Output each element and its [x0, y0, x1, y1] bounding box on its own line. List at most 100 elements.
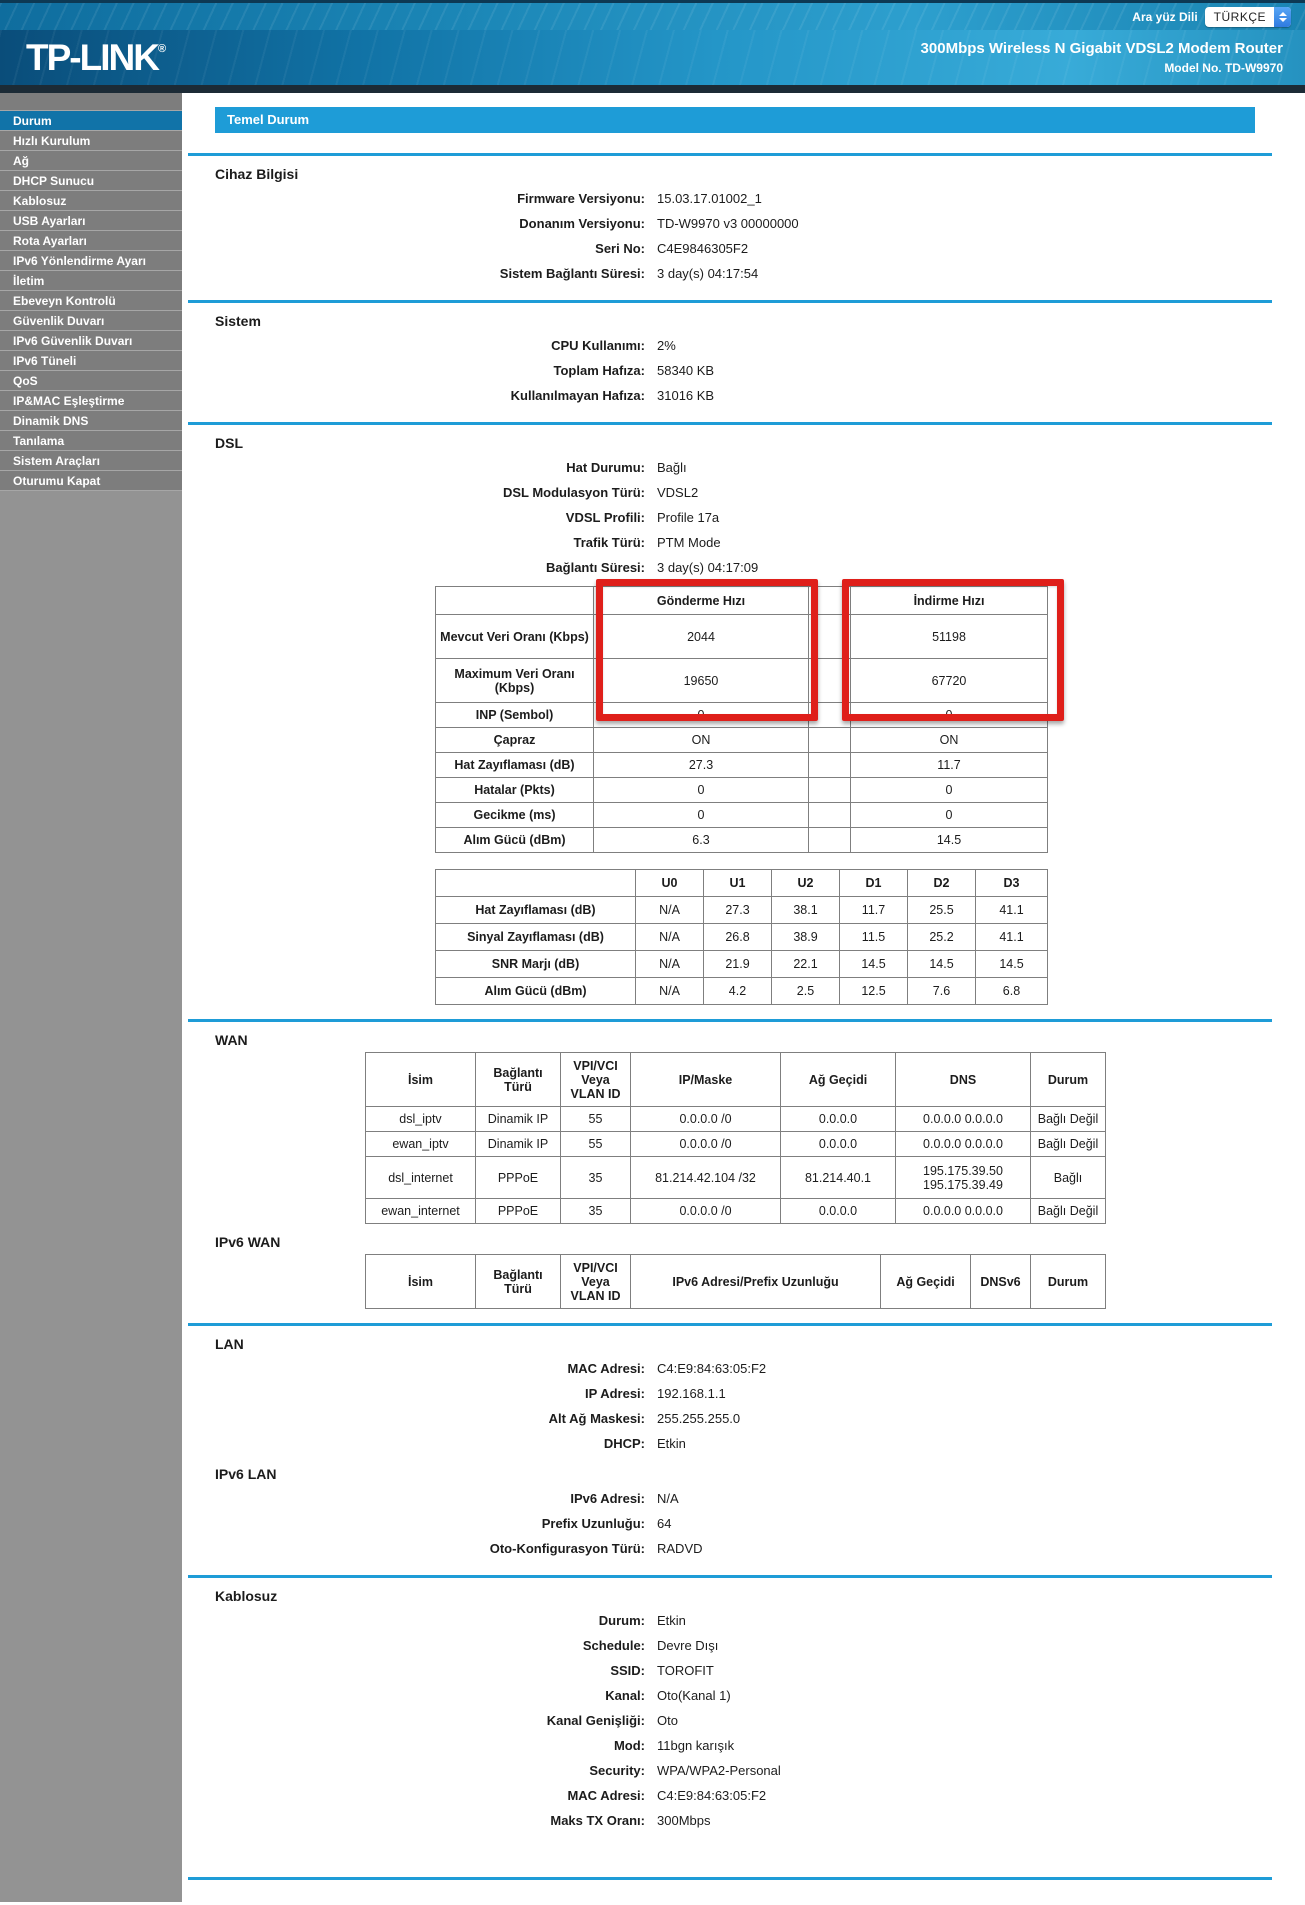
info-row: Donanım Versiyonu: TD-W9970 v3 00000000: [182, 211, 1305, 236]
field-label: Prefix Uzunluğu:: [541, 1516, 645, 1531]
product-title: 300Mbps Wireless N Gigabit VDSL2 Modem R…: [920, 40, 1283, 57]
dsl-heading: DSL: [215, 435, 243, 451]
field-label: Kanal Genişliği:: [546, 1713, 645, 1728]
sidebar-item-guvenlik-duvari[interactable]: Güvenlik Duvarı: [0, 311, 182, 331]
cell: 22.1: [771, 950, 840, 978]
cell: dsl_iptv: [365, 1106, 476, 1132]
field-value: Bağlı: [657, 460, 687, 475]
info-row: VDSL Profili: Profile 17a: [182, 505, 1305, 530]
info-row: Security: WPA/WPA2-Personal: [182, 1758, 1305, 1783]
col-header: D1: [839, 869, 908, 897]
cell: 0.0.0.0: [780, 1131, 896, 1157]
cell: 0: [593, 777, 809, 803]
col-header: D3: [975, 869, 1048, 897]
info-row: Toplam Hafıza: 58340 KB: [182, 358, 1305, 383]
dsl-rate-table-wrap: Gönderme Hızı İndirme Hızı Mevcut Veri Or…: [435, 579, 1064, 853]
sidebar-item-kablosuz[interactable]: Kablosuz: [0, 191, 182, 211]
tplink-logo: TP-LINK®: [26, 39, 166, 76]
sidebar-item-qos[interactable]: QoS: [0, 371, 182, 391]
cell: 14.5: [975, 950, 1048, 978]
sidebar-item-rota-ayarlari[interactable]: Rota Ayarları: [0, 231, 182, 251]
row-label: Hatalar (Pkts): [435, 777, 594, 803]
header-divider: [0, 85, 1305, 93]
top-bar: Ara yüz Dili TÜRKÇE: [0, 0, 1305, 30]
sidebar-item-oturumu-kapat[interactable]: Oturumu Kapat: [0, 471, 182, 491]
sidebar-item-ip-mac-eslestirme[interactable]: IP&MAC Eşleştirme: [0, 391, 182, 411]
upstream-header: Gönderme Hızı: [593, 586, 809, 615]
row-label: Sinyal Zayıflaması (dB): [435, 923, 636, 951]
info-row: SSID: TOROFIT: [182, 1658, 1305, 1683]
status-badge: Bağlı Değil: [1030, 1131, 1106, 1157]
sidebar-item-tanilama[interactable]: Tanılama: [0, 431, 182, 451]
sidebar-item-dinamik-dns[interactable]: Dinamik DNS: [0, 411, 182, 431]
info-row: Kanal Genişliği: Oto: [182, 1708, 1305, 1733]
col-header: VPI/VCI Veya VLAN ID: [560, 1254, 631, 1309]
ipv6-lan-heading: IPv6 LAN: [215, 1466, 277, 1482]
table-row: ewan_iptv Dinamik IP 55 0.0.0.0 /0 0.0.0.0 0.…: [365, 1131, 1106, 1157]
cell: 19650: [593, 658, 809, 703]
lan-heading: LAN: [215, 1336, 244, 1352]
info-row: IP Adresi: 192.168.1.1: [182, 1381, 1305, 1406]
status-badge: Bağlı Değil: [1030, 1106, 1106, 1132]
brand-bar: TP-LINK® 300Mbps Wireless N Gigabit VDSL…: [0, 30, 1305, 85]
sidebar-item-ipv6-guvenlik-duvari[interactable]: IPv6 Güvenlik Duvarı: [0, 331, 182, 351]
sidebar-item-ag[interactable]: Ağ: [0, 151, 182, 171]
cell: 35: [560, 1156, 631, 1199]
field-value: C4:E9:84:63:05:F2: [657, 1788, 767, 1803]
field-label: Security:: [589, 1763, 645, 1778]
field-value: C4E9846305F2: [657, 241, 749, 256]
info-row: Bağlantı Süresi: 3 day(s) 04:17:09: [182, 555, 1305, 580]
cell: 14.5: [850, 827, 1048, 853]
cell: N/A: [635, 977, 704, 1005]
table-row: Sinyal Zayıflaması (dB) N/A 26.8 38.9 11.5 25…: [435, 923, 1048, 951]
table-row: Hatalar (Pkts) 0 0: [435, 777, 1048, 803]
cell: 41.1: [975, 896, 1048, 924]
sidebar-item-durum[interactable]: Durum: [0, 111, 182, 131]
sidebar: Durum Hızlı Kurulum Ağ DHCP Sunucu Kablo…: [0, 93, 182, 1902]
col-header: Bağlantı Türü: [475, 1052, 561, 1107]
cell: 0: [850, 777, 1048, 803]
field-value: 3 day(s) 04:17:09: [657, 560, 759, 575]
wan-heading: WAN: [215, 1032, 248, 1048]
col-header: Bağlantı Türü: [475, 1254, 561, 1309]
cell: [808, 658, 851, 703]
dsl-rate-table: Gönderme Hızı İndirme Hızı Mevcut Veri Or…: [435, 586, 1048, 853]
row-label: Alım Gücü (dBm): [435, 977, 636, 1005]
sidebar-item-dhcp-sunucu[interactable]: DHCP Sunucu: [0, 171, 182, 191]
field-value: Profile 17a: [657, 510, 720, 525]
field-label: Mod:: [613, 1738, 645, 1753]
cell: [808, 777, 851, 803]
cell: 11.5: [839, 923, 908, 951]
field-value: 11bgn karışık: [657, 1738, 735, 1753]
cell: ewan_internet: [365, 1198, 476, 1224]
table-row: INP (Sembol) 0 0: [435, 702, 1048, 728]
field-label: Schedule:: [582, 1638, 645, 1653]
select-stepper-icon[interactable]: [1274, 6, 1291, 27]
field-label: Kullanılmayan Hafıza:: [510, 388, 645, 403]
cell: Dinamik IP: [475, 1106, 561, 1132]
cell: 81.214.40.1: [780, 1156, 896, 1199]
cell: N/A: [635, 896, 704, 924]
sidebar-item-usb-ayarlari[interactable]: USB Ayarları: [0, 211, 182, 231]
field-label: Alt Ağ Maskesi:: [548, 1411, 645, 1426]
sidebar-item-ebeveyn-kontrolu[interactable]: Ebeveyn Kontrolü: [0, 291, 182, 311]
sidebar-item-ipv6-yonlendirme-ayari[interactable]: IPv6 Yönlendirme Ayarı: [0, 251, 182, 271]
field-label: Bağlantı Süresi:: [546, 560, 645, 575]
language-select[interactable]: TÜRKÇE: [1204, 6, 1291, 27]
row-label: Maximum Veri Oranı (Kbps): [435, 658, 594, 703]
sidebar-item-hizli-kurulum[interactable]: Hızlı Kurulum: [0, 131, 182, 151]
sidebar-item-sistem-araclari[interactable]: Sistem Araçları: [0, 451, 182, 471]
cell: ON: [593, 727, 809, 753]
field-label: Trafik Türü:: [573, 535, 645, 550]
cell: 0.0.0.0 0.0.0.0: [895, 1106, 1031, 1132]
col-header: İsim: [365, 1254, 476, 1309]
cell: 0: [593, 802, 809, 828]
cell: 27.3: [703, 896, 772, 924]
field-value: 255.255.255.0: [657, 1411, 741, 1426]
sidebar-item-iletim[interactable]: İletim: [0, 271, 182, 291]
table-row: İsim Bağlantı Türü VPI/VCI Veya VLAN ID IPv…: [365, 1254, 1106, 1309]
cell: [808, 802, 851, 828]
sidebar-item-ipv6-tuneli[interactable]: IPv6 Tüneli: [0, 351, 182, 371]
field-label: Donanım Versiyonu:: [519, 216, 645, 231]
field-label: DHCP:: [603, 1436, 645, 1451]
